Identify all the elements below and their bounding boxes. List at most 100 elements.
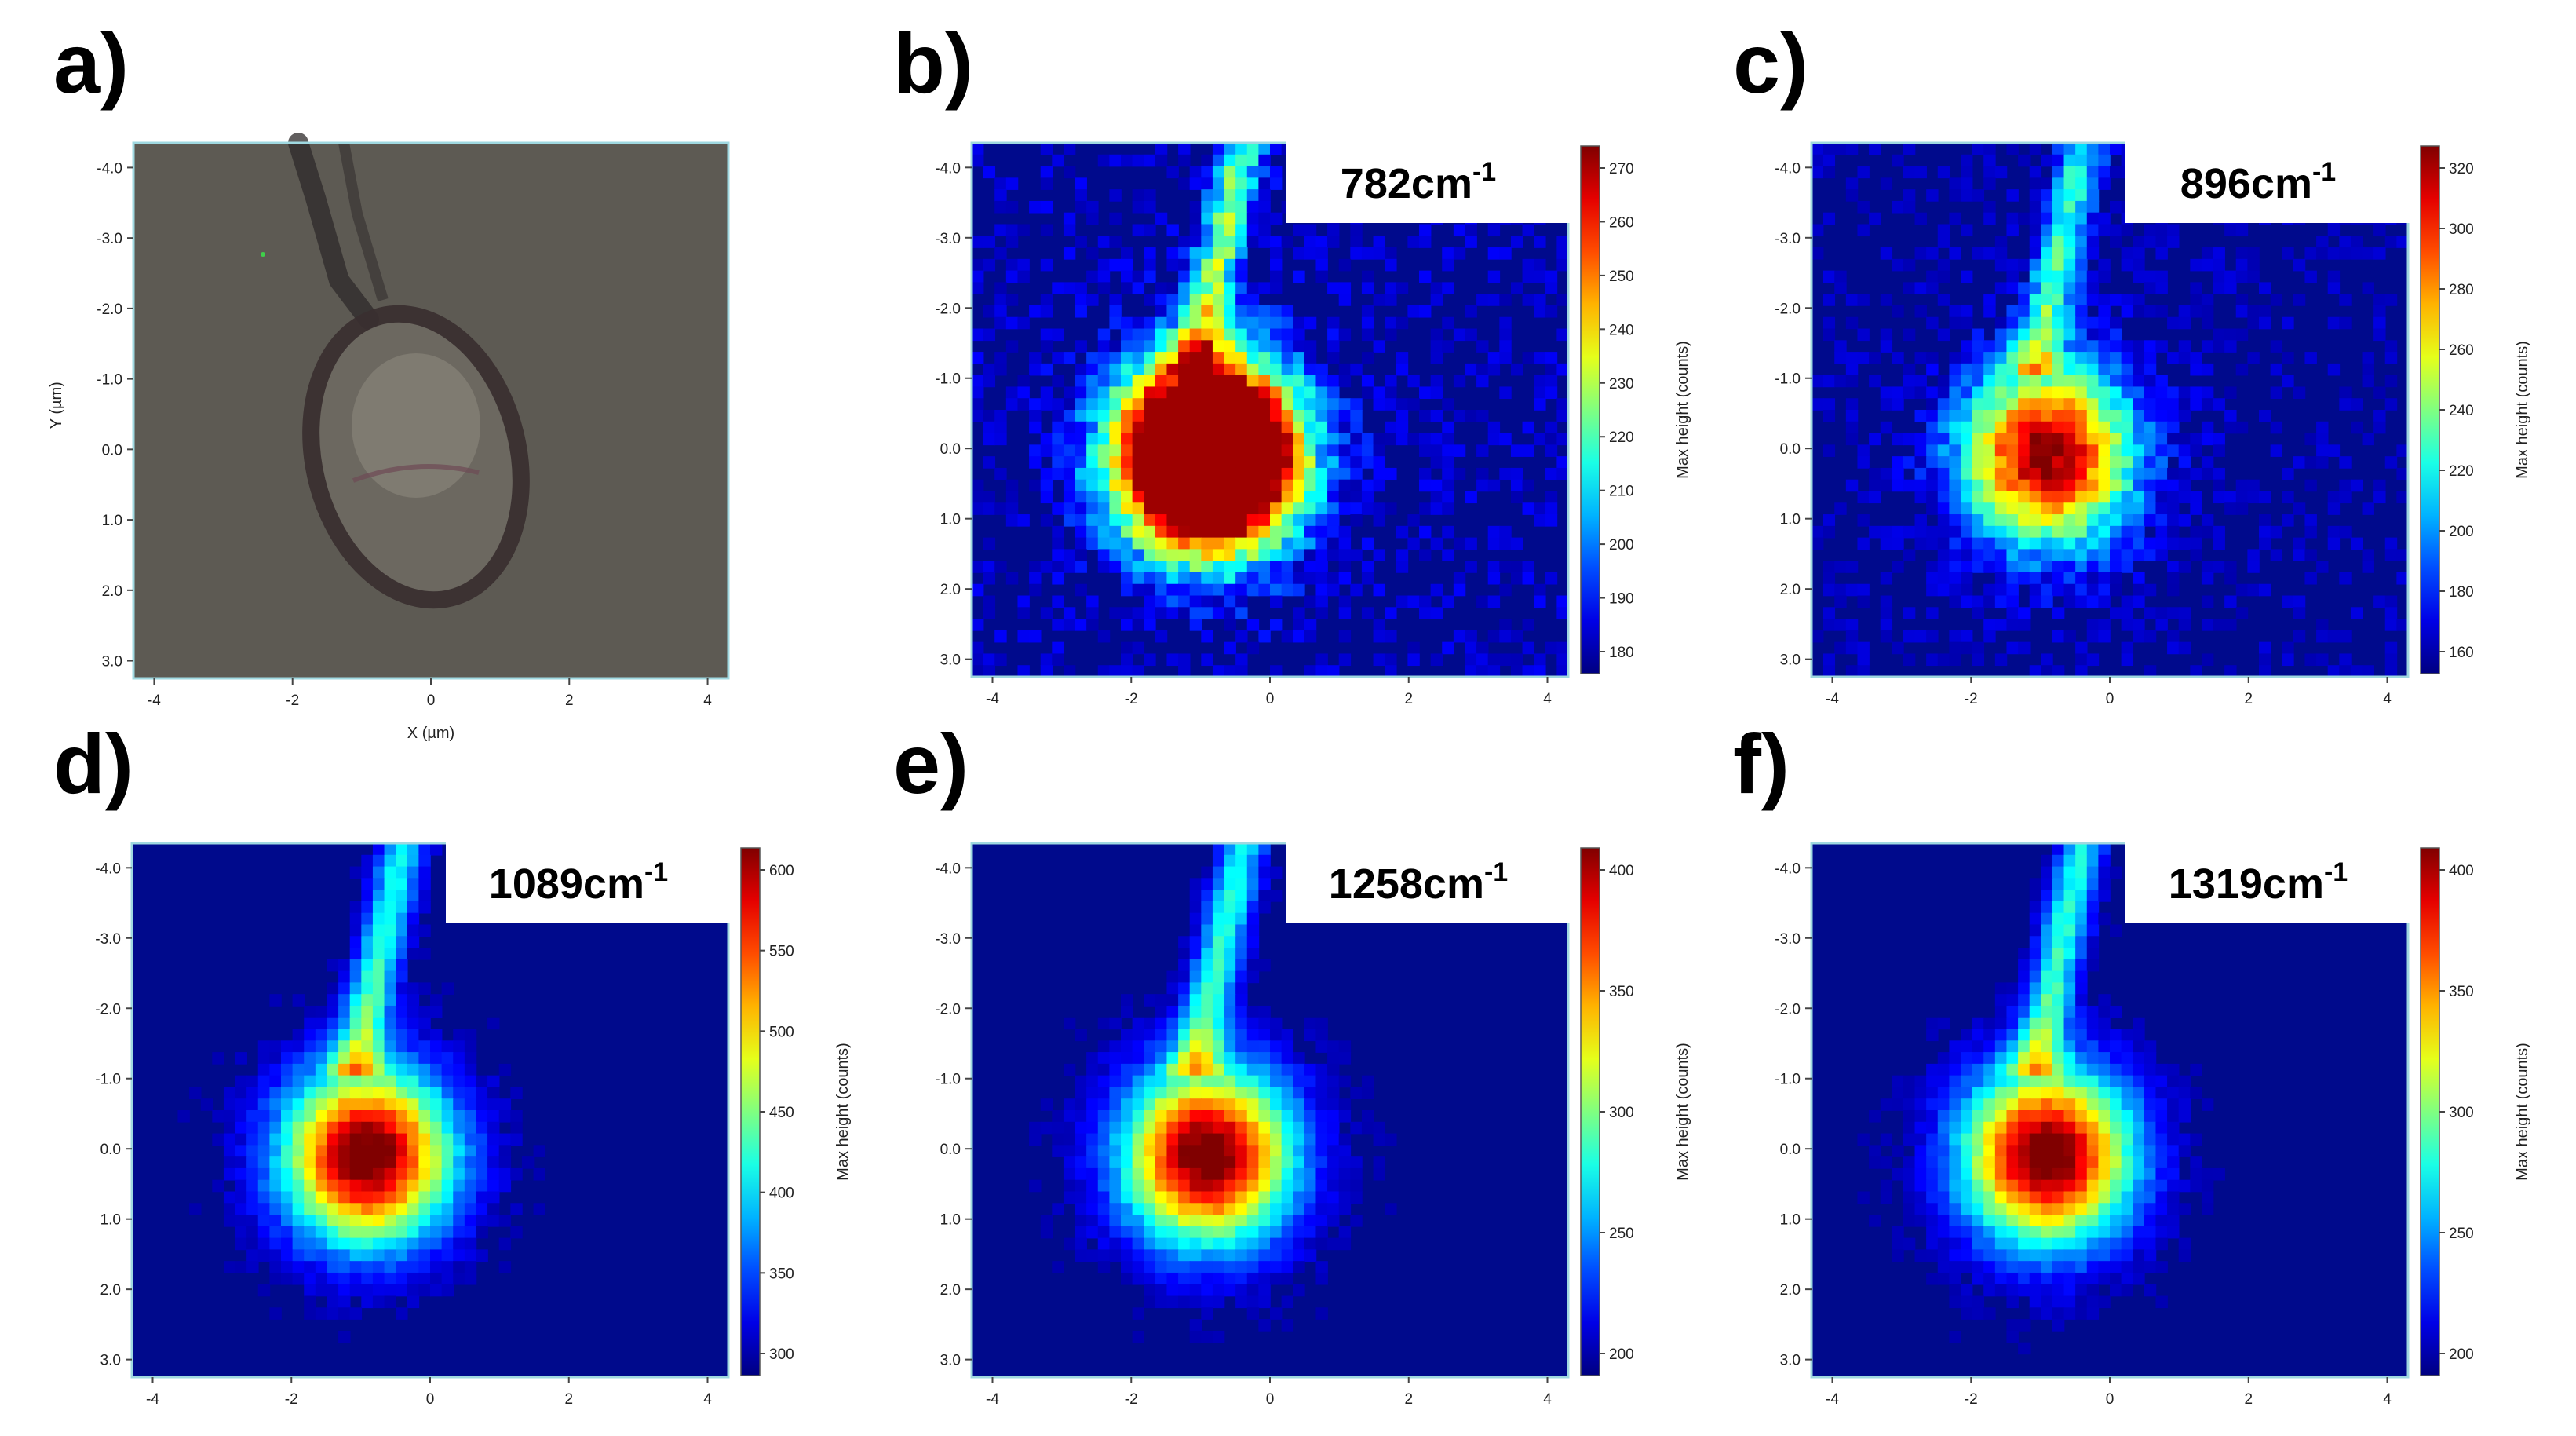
heatmap-cell xyxy=(1315,363,1328,376)
heatmap-cell xyxy=(1052,595,1064,608)
heatmap-cell xyxy=(2029,1179,2042,1193)
heatmap-cell xyxy=(2293,294,2306,306)
heatmap-cell xyxy=(1258,166,1271,179)
heatmap-cell xyxy=(2155,444,2168,457)
heatmap-cell xyxy=(2063,572,2076,585)
heatmap-cell xyxy=(1086,375,1099,388)
heatmap-cell xyxy=(1499,352,1512,364)
heatmap-cell xyxy=(1144,1075,1156,1088)
heatmap-cell xyxy=(1926,1156,1939,1169)
heatmap-cell xyxy=(1189,363,1202,376)
x-tick-label: 2 xyxy=(1404,691,1413,707)
heatmap-cell xyxy=(430,1133,443,1146)
heatmap-cell xyxy=(2052,456,2065,469)
heatmap-cell xyxy=(1246,1203,1260,1215)
heatmap-cell xyxy=(1914,433,1927,446)
heatmap-cell xyxy=(1097,467,1111,480)
heatmap-cell xyxy=(1121,502,1133,515)
heatmap-cell xyxy=(2018,970,2031,984)
colorbar-tick-label: 550 xyxy=(769,944,794,960)
heatmap-cell xyxy=(2029,1284,2042,1297)
heatmap-cell xyxy=(1063,166,1076,179)
heatmap-cell xyxy=(2155,1226,2168,1239)
heatmap-cell xyxy=(2075,641,2088,655)
heatmap-cell xyxy=(2006,258,2019,272)
heatmap-cell xyxy=(1823,572,1836,585)
heatmap-cell xyxy=(2167,537,2180,550)
heatmap-cell xyxy=(1419,444,1432,457)
heatmap-cell xyxy=(1327,444,1340,457)
heatmap-cell xyxy=(2282,514,2294,527)
colorbar xyxy=(2420,145,2440,674)
heatmap-cell xyxy=(1224,982,1236,995)
heatmap-cell xyxy=(1121,467,1133,480)
heatmap-cell xyxy=(1144,994,1156,1007)
heatmap-cell xyxy=(1212,294,1225,306)
heatmap-cell xyxy=(1144,224,1156,237)
heatmap-cell xyxy=(2075,294,2088,306)
heatmap-cell xyxy=(1121,479,1133,492)
heatmap-cell xyxy=(2110,866,2122,879)
heatmap-cell xyxy=(1926,1145,1939,1157)
heatmap-cell xyxy=(1556,236,1568,248)
heatmap-cell xyxy=(1476,653,1489,667)
heatmap-cell xyxy=(1235,1052,1248,1065)
x-tick-label: 2 xyxy=(2244,691,2253,707)
heatmap-cell xyxy=(1983,1110,1996,1123)
heatmap-cell xyxy=(2224,421,2237,434)
heatmap-cell xyxy=(2121,1098,2134,1111)
heatmap-cell xyxy=(1189,948,1202,960)
heatmap-cell xyxy=(2121,491,2134,504)
heatmap-cell xyxy=(1017,595,1030,608)
heatmap-cell xyxy=(1178,294,1191,306)
heatmap-cell xyxy=(1327,1167,1340,1181)
heatmap-cell xyxy=(2075,1191,2088,1204)
heatmap-cell xyxy=(1270,1272,1283,1285)
heatmap-cell xyxy=(1189,433,1202,446)
heatmap-cell xyxy=(1937,1249,1950,1262)
heatmap-cell xyxy=(453,1179,465,1193)
heatmap-cell xyxy=(1961,537,1973,550)
heatmap-cell xyxy=(1396,282,1409,294)
heatmap-cell xyxy=(2052,1133,2065,1146)
heatmap-cell xyxy=(1315,1272,1328,1285)
heatmap-cell xyxy=(2041,549,2053,561)
heatmap-cell xyxy=(1178,479,1191,492)
heatmap-cell xyxy=(2052,386,2065,400)
wavenumber-unit: cm xyxy=(2263,861,2324,908)
heatmap-cell xyxy=(464,1098,477,1111)
heatmap-cell xyxy=(2041,456,2053,469)
heatmap-cell xyxy=(338,1075,351,1088)
heatmap-cell xyxy=(2178,561,2191,573)
heatmap-cell xyxy=(349,1226,363,1239)
heatmap-cell xyxy=(2041,1249,2053,1262)
heatmap-cell xyxy=(2155,270,2168,283)
heatmap-cell xyxy=(246,1145,259,1157)
heatmap-cell xyxy=(1086,270,1099,283)
heatmap-cell xyxy=(994,433,1007,446)
heatmap-cell xyxy=(1144,375,1156,388)
heatmap-cell xyxy=(2029,375,2042,388)
heatmap-cell xyxy=(2098,502,2111,515)
heatmap-cell xyxy=(1246,1052,1260,1065)
heatmap-cell xyxy=(2144,340,2157,353)
heatmap-cell xyxy=(2075,328,2088,342)
heatmap-cell xyxy=(2086,352,2100,364)
heatmap-cell xyxy=(372,1075,385,1088)
heatmap-cell xyxy=(1361,537,1374,550)
heatmap-cell xyxy=(1327,328,1340,342)
heatmap-cell xyxy=(2052,1295,2065,1309)
heatmap-cell xyxy=(1189,912,1202,926)
heatmap-cell xyxy=(1212,1063,1225,1076)
heatmap-cell xyxy=(1994,994,2008,1007)
heatmap-cell xyxy=(1453,537,1466,550)
heatmap-cell xyxy=(1534,502,1546,515)
heatmap-cell xyxy=(1201,1272,1213,1285)
heatmap-cell xyxy=(2006,375,2019,388)
heatmap-cell xyxy=(1465,305,1477,318)
heatmap-cell xyxy=(1189,258,1202,272)
heatmap-cell xyxy=(1961,421,1973,434)
heatmap-cell xyxy=(1994,595,2008,608)
heatmap-cell xyxy=(2121,1191,2134,1204)
